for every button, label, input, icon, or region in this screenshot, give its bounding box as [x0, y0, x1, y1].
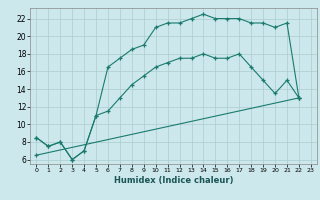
X-axis label: Humidex (Indice chaleur): Humidex (Indice chaleur) [114, 176, 233, 185]
